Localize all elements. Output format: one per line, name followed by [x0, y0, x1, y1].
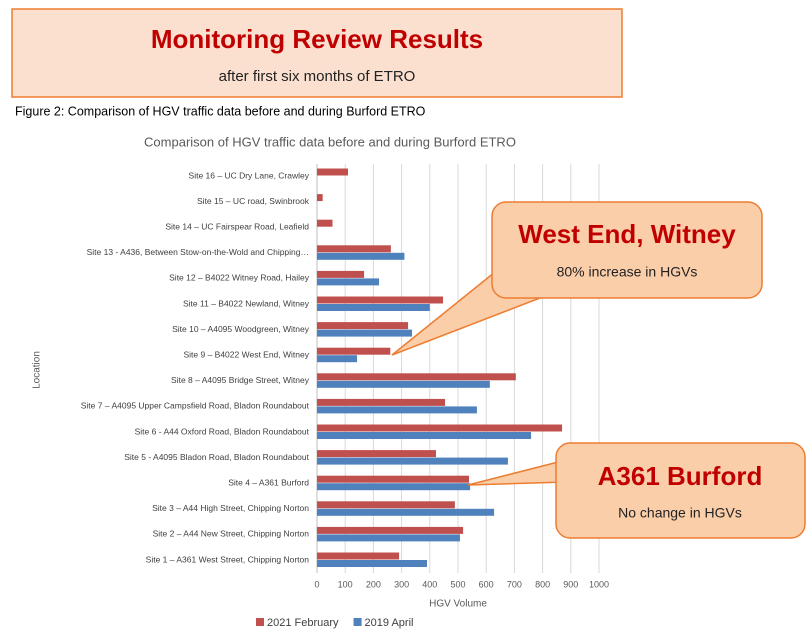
- x-tick-label: 800: [535, 579, 550, 589]
- x-tick-label: 700: [507, 579, 522, 589]
- y-tick-label: Site 5 - A4095 Bladon Road, Bladon Round…: [124, 452, 309, 462]
- bar: [317, 552, 400, 560]
- bar: [317, 406, 477, 414]
- plot: 0 100 200 300 400 500 600 700 800 900 1000 Site 16 …: [81, 164, 609, 629]
- legend-label: 2019 April: [365, 617, 414, 629]
- bar: [317, 347, 391, 355]
- y-tick-label: Site 7 – A4095 Upper Campsfield Road, Bl…: [81, 401, 310, 411]
- y-tick-label: Site 6 - A44 Oxford Road, Bladon Roundab…: [135, 426, 310, 436]
- bar: [317, 534, 460, 542]
- x-tick-label: 100: [338, 579, 353, 589]
- y-tick-label: Site 1 – A361 West Street, Chipping Nort…: [146, 554, 310, 564]
- bar: [317, 219, 333, 227]
- x-tick-label: 200: [366, 579, 381, 589]
- header-title: Monitoring Review Results: [151, 24, 483, 54]
- bar: [317, 483, 471, 491]
- y-tick-label: Site 9 – B4022 West End, Witney: [183, 349, 309, 359]
- y-tick-label: Site 10 – A4095 Woodgreen, Witney: [172, 324, 310, 334]
- chart-title: Comparison of HGV traffic data before an…: [144, 134, 516, 149]
- bar: [317, 526, 464, 534]
- callout-joint: [501, 270, 541, 296]
- y-tick-label: Site 8 – A4095 Bridge Street, Witney: [171, 375, 310, 385]
- header-box: [11, 8, 623, 98]
- bar: [317, 450, 437, 458]
- y-tick-label: Site 12 – B4022 Witney Road, Hailey: [169, 273, 310, 283]
- bar: [317, 329, 413, 337]
- bar: [317, 432, 532, 439]
- y-axis-label: Location: [32, 351, 43, 389]
- x-tick-label: 300: [394, 579, 409, 589]
- bar: [317, 296, 444, 304]
- bar: [317, 373, 516, 381]
- bar: [317, 457, 508, 465]
- x-tick-label: 0: [314, 579, 319, 589]
- bar: [317, 475, 469, 483]
- bar: [317, 398, 446, 406]
- y-tick-label: Site 2 – A44 New Street, Chipping Norton: [153, 529, 310, 539]
- bar: [317, 194, 323, 202]
- header-subtitle: after first six months of ETRO: [219, 68, 416, 85]
- callout-joint: [558, 462, 566, 481]
- bar: [317, 560, 427, 567]
- bar: [317, 278, 380, 286]
- bar: [317, 245, 391, 253]
- bar: [317, 424, 563, 432]
- x-tick-label: 600: [479, 579, 494, 589]
- bar: [317, 508, 495, 516]
- y-tick-label: Site 14 – UC Fairspear Road, Leafield: [165, 221, 309, 231]
- bar: [317, 380, 490, 388]
- bar: [317, 355, 358, 363]
- x-tick-label: 500: [450, 579, 465, 589]
- legend-swatch: [256, 618, 264, 626]
- bar: [317, 501, 455, 509]
- callout-box: [555, 442, 806, 539]
- legend-swatch: [353, 618, 362, 626]
- legend-label: 2021 February: [267, 617, 339, 629]
- callout-box: [491, 201, 763, 299]
- x-tick-label: 400: [422, 579, 437, 589]
- callout-text: 80% increase in HGVs: [557, 264, 698, 280]
- callouts: West End, Witney 80% increase in HGVs A3…: [391, 201, 806, 539]
- x-tick-label: 900: [563, 579, 578, 589]
- bar: [317, 252, 405, 260]
- y-tick-label: Site 15 – UC road, Swinbrook: [197, 196, 310, 206]
- y-tick-label: Site 3 – A44 High Street, Chipping Norto…: [152, 503, 309, 513]
- y-tick-label: Site 4 – A361 Burford: [228, 477, 309, 487]
- callout-title: A361 Burford: [598, 461, 763, 491]
- y-tick-label: Site 16 – UC Dry Lane, Crawley: [189, 170, 310, 180]
- x-tick-label: 1000: [589, 579, 609, 589]
- callout-title: West End, Witney: [518, 219, 736, 249]
- x-axis-label: HGV Volume: [429, 599, 487, 610]
- y-tick-label: Site 11 – B4022 Newland, Witney: [183, 298, 310, 308]
- y-tick-label: Site 13 - A436, Between Stow-on-the-Wold…: [87, 247, 309, 257]
- bar: [317, 270, 365, 278]
- callout-text: No change in HGVs: [618, 505, 742, 521]
- figure-caption: Figure 2: Comparison of HGV traffic data…: [15, 104, 426, 118]
- bar: [317, 322, 409, 330]
- bar: [317, 168, 349, 176]
- bar: [317, 304, 430, 311]
